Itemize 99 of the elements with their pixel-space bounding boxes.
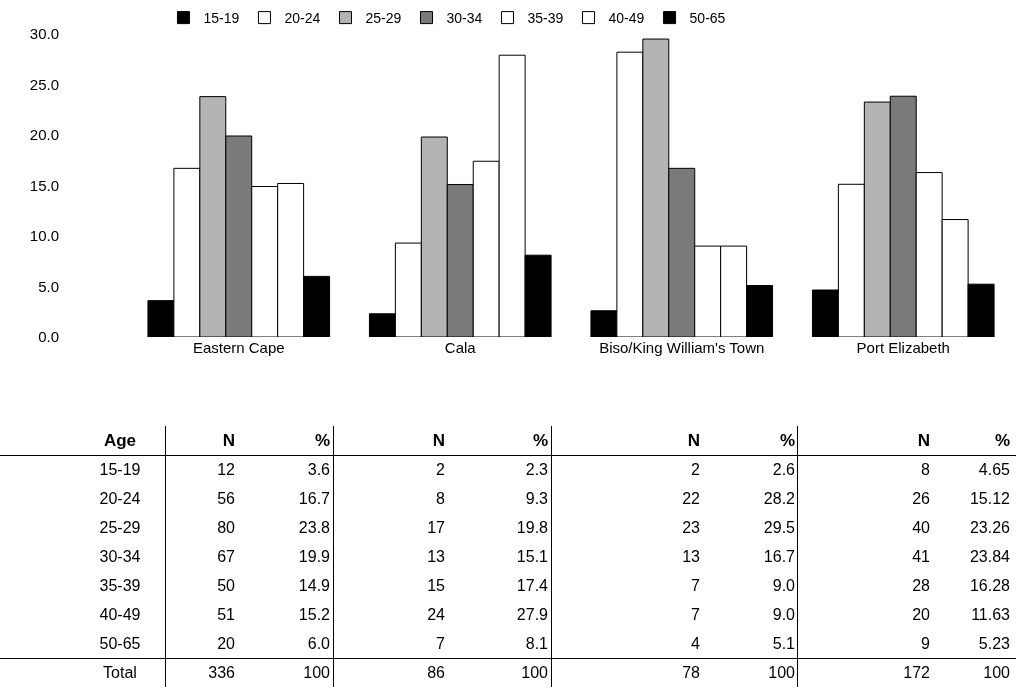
- text: 12: [217, 461, 235, 478]
- legend-label: 35-39: [527, 10, 564, 27]
- text: 17: [427, 519, 445, 536]
- text: 8.1: [525, 635, 548, 652]
- category-label: %: [778, 430, 795, 452]
- text: 14.9: [298, 577, 330, 594]
- text: 16.28: [969, 577, 1010, 594]
- text: 20: [912, 606, 930, 623]
- text: 5.1: [772, 635, 795, 652]
- text: 3.6: [307, 461, 330, 478]
- text: 9.3: [525, 490, 548, 507]
- y-tick-label: 25.0: [29, 75, 59, 93]
- category-label: N: [431, 430, 445, 452]
- text: 16.7: [298, 490, 330, 507]
- text: 13: [682, 548, 700, 565]
- text: 9.0: [772, 606, 795, 623]
- text: 23: [682, 519, 700, 536]
- legend-label: 25-29: [365, 10, 402, 27]
- text: 6.0: [307, 635, 330, 652]
- text: 8: [436, 490, 445, 507]
- text: 29.5: [763, 519, 795, 536]
- text: 56: [217, 490, 235, 507]
- text: 172: [903, 664, 930, 681]
- text: 2: [436, 461, 445, 478]
- text: 100: [521, 664, 548, 681]
- text: 24: [427, 606, 445, 623]
- text: 15.2: [298, 606, 330, 623]
- text: 100: [983, 664, 1010, 681]
- category-label: N: [221, 430, 235, 452]
- category-label: 35-39: [99, 577, 141, 594]
- category-label: 15-19: [99, 461, 141, 478]
- text: 7: [691, 606, 700, 623]
- y-tick-label: 20.0: [29, 126, 59, 144]
- text: 100: [303, 664, 330, 681]
- y-tick-label: 10.0: [29, 227, 59, 245]
- text: 19.8: [516, 519, 548, 536]
- category-label: %: [993, 430, 1010, 452]
- text: 4: [691, 635, 700, 652]
- text: 19.9: [298, 548, 330, 565]
- category-label: %: [313, 430, 330, 452]
- legend-label: 30-34: [446, 10, 483, 27]
- text: 2.6: [772, 461, 795, 478]
- legend-label: 40-49: [608, 10, 645, 27]
- text: 51: [217, 606, 235, 623]
- text: 336: [208, 664, 235, 681]
- category-label: %: [531, 430, 548, 452]
- x-tick-label: Port Elizabeth: [856, 339, 950, 356]
- text: 4.65: [978, 461, 1010, 478]
- x-tick-label: Eastern Cape: [192, 339, 285, 356]
- text: 50: [217, 577, 235, 594]
- text: 28: [912, 577, 930, 594]
- text: 9: [921, 635, 930, 652]
- text: 80: [217, 519, 235, 536]
- text: 40: [912, 519, 930, 536]
- text: 9.0: [772, 577, 795, 594]
- text: 86: [427, 664, 445, 681]
- text: 7: [436, 635, 445, 652]
- text: 41: [912, 548, 930, 565]
- text: Age: [102, 430, 138, 452]
- text: 8: [921, 461, 930, 478]
- text: 16.7: [763, 548, 795, 565]
- text: 2.3: [525, 461, 548, 478]
- category-label: Total: [103, 664, 137, 681]
- category-label: N: [686, 430, 700, 452]
- legend-label: 20-24: [284, 10, 321, 27]
- text: 7: [691, 577, 700, 594]
- legend-label: 50-65: [689, 10, 726, 27]
- text: 78: [682, 664, 700, 681]
- category-label: 30-34: [99, 548, 141, 565]
- text: 5.23: [978, 635, 1010, 652]
- text: 67: [217, 548, 235, 565]
- y-tick-label: 15.0: [29, 176, 59, 194]
- text: 17.4: [516, 577, 548, 594]
- text: 22: [682, 490, 700, 507]
- text: 100: [768, 664, 795, 681]
- x-tick-label: Biso/King William's Town: [599, 339, 765, 356]
- text: 15: [427, 577, 445, 594]
- text: 26: [912, 490, 930, 507]
- text: 23.26: [969, 519, 1010, 536]
- category-label: 50-65: [99, 635, 141, 652]
- text: 20: [217, 635, 235, 652]
- y-tick-label: 0.0: [38, 328, 59, 346]
- text: 23.84: [969, 548, 1010, 565]
- category-label: 25-29: [99, 519, 141, 536]
- category-label: 20-24: [99, 490, 141, 507]
- text: 15.1: [516, 548, 548, 565]
- text: 2: [691, 461, 700, 478]
- text: 15.12: [969, 490, 1010, 507]
- legend-label: 15-19: [203, 10, 240, 27]
- category-label: N: [916, 430, 930, 452]
- x-tick-label: Cala: [444, 339, 477, 356]
- text: 23.8: [298, 519, 330, 536]
- y-tick-label: 5.0: [38, 277, 59, 295]
- y-tick-label: 30.0: [29, 25, 59, 43]
- text: 28.2: [763, 490, 795, 507]
- category-label: 40-49: [99, 606, 141, 623]
- text: 13: [427, 548, 445, 565]
- text: 11.63: [971, 606, 1010, 623]
- text: 27.9: [516, 606, 548, 623]
